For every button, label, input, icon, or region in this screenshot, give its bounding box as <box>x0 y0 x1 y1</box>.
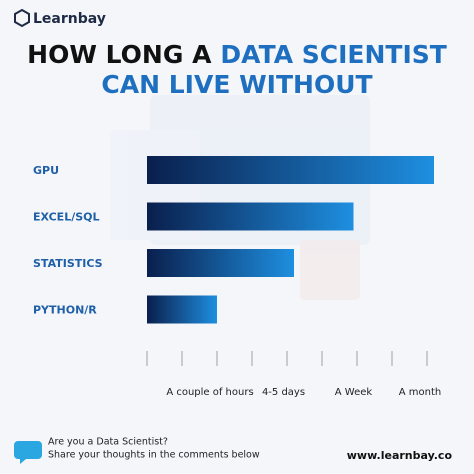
category-label: EXCEL/SQL <box>33 211 100 224</box>
footer-question: Are you a Data Scientist? <box>48 437 168 448</box>
x-tick-label: A couple of hours <box>166 387 253 398</box>
website: www.learnbay.co <box>347 449 453 462</box>
category-label: GPU <box>33 164 59 177</box>
x-tick-label: A month <box>399 387 441 398</box>
category-label: PYTHON/R <box>33 304 97 317</box>
chart-title: HOW LONG A DATA SCIENTIST <box>27 40 447 69</box>
title-part: CAN LIVE WITHOUT <box>101 70 372 99</box>
category-label: STATISTICS <box>33 257 103 270</box>
footer: Are you a Data Scientist? Share your tho… <box>14 437 453 464</box>
title-part: DATA SCIENTIST <box>220 40 446 69</box>
bar <box>147 249 294 277</box>
bar <box>147 156 434 184</box>
chat-icon <box>14 441 42 464</box>
x-tick-label: 4-5 days <box>262 387 305 398</box>
title-part: HOW LONG A <box>27 40 212 69</box>
footer-prompt: Share your thoughts in the comments belo… <box>48 450 260 461</box>
bar <box>147 202 354 231</box>
x-tick-label: A Week <box>335 387 373 398</box>
bar <box>147 295 217 324</box>
logo: Learnbay <box>14 8 106 28</box>
brand-name: Learnbay <box>33 11 106 27</box>
